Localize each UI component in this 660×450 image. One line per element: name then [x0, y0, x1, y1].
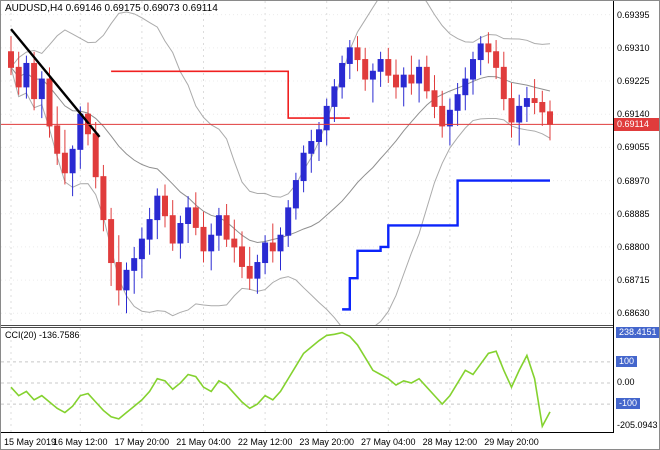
price-axis[interactable]: 0.693950.693100.692250.691400.690550.689…: [613, 1, 660, 327]
time-axis-label: 21 May 04:00: [176, 437, 231, 447]
time-axis-label: 22 May 12:00: [238, 437, 293, 447]
cci-axis-label: -100: [616, 398, 640, 409]
price-axis-label: 0.69310: [617, 43, 650, 54]
time-axis-label: 28 May 12:00: [423, 437, 478, 447]
time-axis-label: 17 May 20:00: [115, 437, 170, 447]
cci-axis-label: 0.00: [617, 377, 635, 388]
price-axis-label: 0.69225: [617, 76, 650, 87]
time-axis[interactable]: 15 May 201916 May 12:00 17 May 20:00 21 Ma…: [1, 434, 660, 450]
current-price-tag: 0.69114: [614, 118, 660, 131]
price-chart-pane[interactable]: AUDUSD,H4 0.69146 0.69175 0.69073 0.6911…: [1, 1, 613, 326]
time-axis-label: 16 May 12:00: [53, 437, 108, 447]
price-axis-label: 0.68630: [617, 308, 650, 319]
time-axis-label: 15 May 2019: [4, 437, 56, 447]
cci-value-axis: 238.4151 100 0.00 -100 -205.0943: [613, 327, 660, 433]
symbol-ohlc-header: AUDUSD,H4 0.69146 0.69175 0.69073 0.6911…: [5, 3, 218, 14]
candlestick-chart[interactable]: [1, 1, 613, 325]
time-axis-label: 23 May 20:00: [299, 437, 354, 447]
time-axis-label: 27 May 04:00: [361, 437, 416, 447]
mt4-chart-window: AUDUSD,H4 0.69146 0.69175 0.69073 0.6911…: [0, 0, 660, 450]
cci-indicator-pane[interactable]: CCI(20) -136.7586: [1, 327, 613, 433]
price-axis-label: 0.69055: [617, 142, 650, 153]
cci-axis-label: 100: [616, 356, 637, 367]
price-axis-label: 0.68800: [617, 242, 650, 253]
price-axis-label: 0.68715: [617, 275, 650, 286]
time-axis-label: 29 May 20:00: [484, 437, 539, 447]
cci-axis-label: -205.0943: [617, 420, 658, 431]
cci-chart[interactable]: [1, 328, 613, 432]
price-axis-label: 0.69395: [617, 10, 650, 21]
price-axis-label: 0.68885: [617, 209, 650, 220]
cci-indicator-label: CCI(20) -136.7586: [5, 330, 80, 340]
cci-axis-label: 238.4151: [616, 327, 660, 338]
price-axis-label: 0.68970: [617, 176, 650, 187]
